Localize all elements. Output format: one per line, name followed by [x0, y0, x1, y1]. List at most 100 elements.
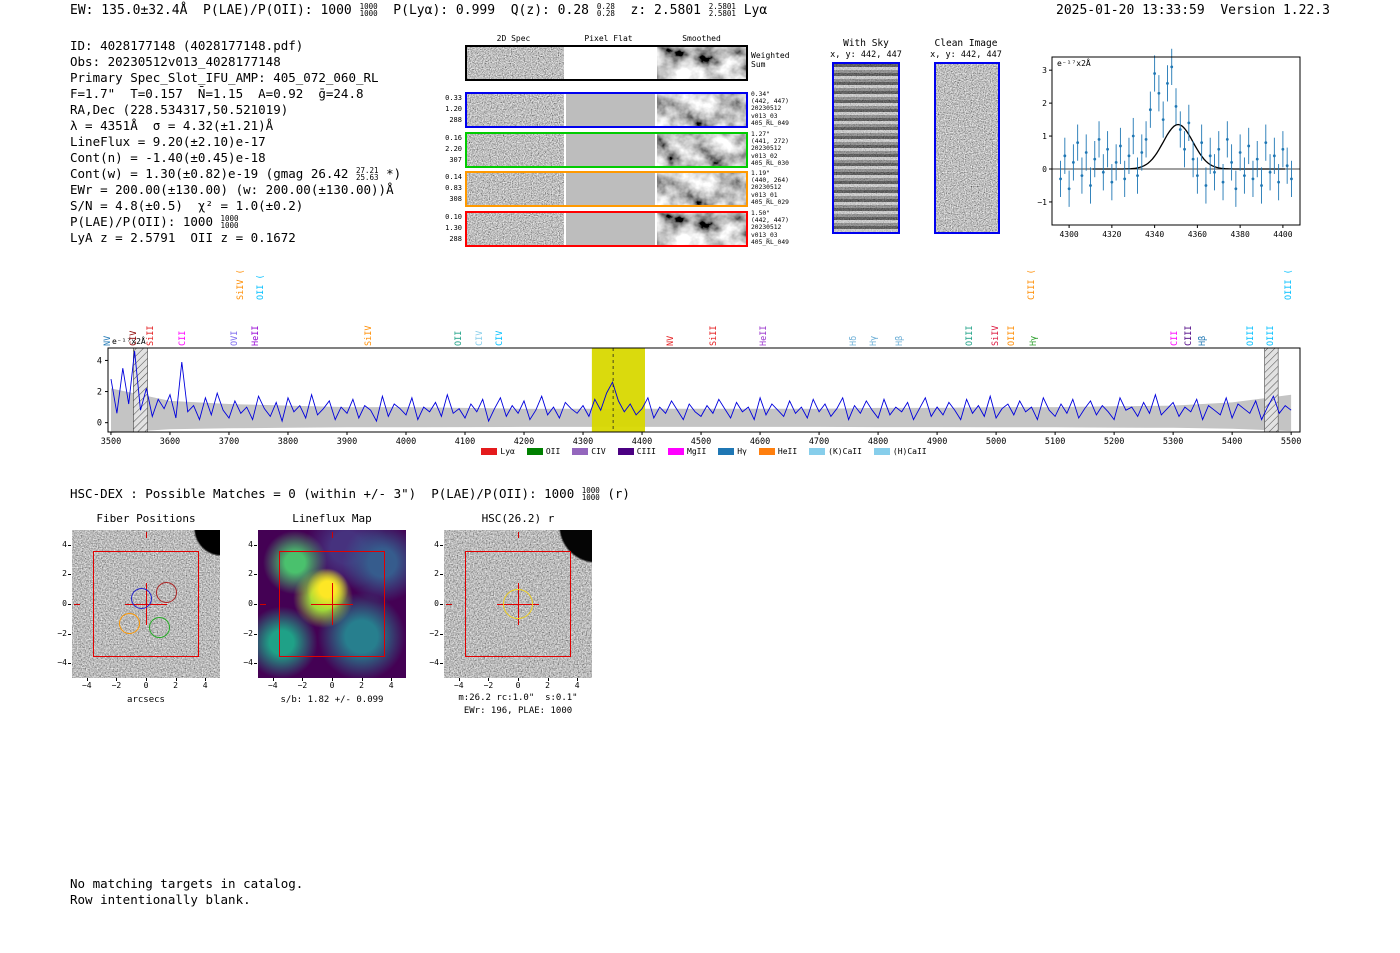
info-line-5: λ = 4351Å σ = 4.32(±1.21)Å — [70, 118, 274, 133]
x-tick-label: 0 — [329, 681, 335, 690]
pixel-flat-cell — [566, 94, 655, 126]
smoothed-cell — [657, 134, 746, 166]
emission-line-label: Hγ — [869, 335, 880, 346]
fiber-xaxis-label: arcsecs — [127, 695, 165, 705]
x-tick — [175, 678, 177, 681]
pixel-flat-cell — [566, 173, 655, 205]
legend-swatch — [526, 448, 543, 455]
x-tick-label: −2 — [111, 681, 122, 690]
smoothed-cell — [657, 213, 746, 245]
emission-line-label: SiIV — [363, 325, 374, 346]
info-line-11: P(LAE)/P(OII): 1000 1000 1000 — [70, 213, 239, 230]
2d-row-4 — [465, 211, 748, 247]
info-line-4: RA,Dec (228.534317,50.521019) — [70, 102, 289, 117]
2d-row-right-labels: 1.50" (442, 447) 20230512 v013_03 405_RL_049 — [751, 210, 789, 246]
x-tick — [272, 678, 274, 681]
legend-swatch — [758, 448, 775, 455]
2d-row-left-labels: 0.10 1.30 288 — [445, 213, 462, 243]
col-title-smoothed: Smoothed — [682, 34, 721, 43]
2d-row-right-labels: 0.34" (442, 447) 20230512 v013_03 405_RL_049 — [751, 91, 789, 127]
line-search-band — [591, 348, 645, 432]
info-line-7: Cont(n) = -1.40(±0.45)e-18 — [70, 150, 266, 165]
hsc-aperture-circle — [503, 589, 533, 619]
legend-item: HeII — [758, 447, 797, 456]
2d-row-left-labels: 0.14 0.83 308 — [445, 173, 462, 203]
y-tick — [440, 544, 443, 546]
legend-item: OII — [526, 447, 560, 456]
svg-text:3800: 3800 — [278, 437, 298, 447]
svg-text:−1: −1 — [1037, 198, 1047, 207]
emission-line-label: SiIV — [990, 325, 1001, 346]
header-timestamp-version: 2025-01-20 13:33:59 Version 1.22.3 — [1056, 3, 1330, 18]
hsc-caption-1: m:26.2 rc:1.0" s:0.1" — [458, 693, 578, 703]
spectrum-line — [110, 351, 1292, 423]
info-line-1: Obs: 20230512v013_4028177148 — [70, 54, 281, 69]
with-sky-coords: x, y: 442, 447 — [830, 50, 902, 60]
x-tick — [86, 678, 88, 681]
with-sky-title: With Sky — [843, 38, 889, 49]
header-summary: EW: 135.0±32.4Å P(LAE)/P(OII): 1000 1000… — [70, 1, 768, 18]
y-tick — [440, 574, 443, 576]
y-tick — [440, 663, 443, 665]
2d-spec-cell — [467, 173, 564, 205]
x-tick-label: 0 — [515, 681, 521, 690]
fiber-circle — [156, 581, 178, 603]
emission-line-label: OIII — [965, 325, 976, 346]
svg-text:4200: 4200 — [514, 437, 534, 447]
aperture-box — [465, 551, 571, 657]
clean-image-title: Clean Image — [934, 38, 998, 49]
info-line-12: LyA z = 2.5791 OII z = 0.1672 — [70, 230, 296, 245]
smoothed-cell — [657, 47, 746, 79]
2d-row-left-labels: 0.16 2.20 307 — [445, 134, 462, 164]
emission-line-label: SiII — [709, 325, 720, 346]
emission-line-label: OIII — [1266, 325, 1277, 346]
legend-swatch — [572, 448, 589, 455]
y-tick-label: −4 — [243, 658, 253, 668]
svg-text:5400: 5400 — [1222, 437, 1242, 447]
x-tick-label: 4 — [388, 681, 394, 690]
col-title-2d-spec: 2D Spec — [496, 34, 531, 43]
clean-image — [934, 62, 1000, 234]
detection-info-panel: ID: 4028177148 (4028177148.pdf) Obs: 2023… — [70, 38, 401, 246]
y-tick-label: −4 — [57, 658, 67, 668]
line-fit-plot: 4300 4320 4340 4360 4380 4400 −1 0 1 2 3 — [1037, 48, 1301, 239]
svg-text:4380: 4380 — [1231, 230, 1250, 239]
emission-line-label: OIII ( — [1284, 269, 1295, 300]
emission-line-label: Hβ — [894, 335, 905, 346]
x-tick-label: 4 — [574, 681, 580, 690]
2d-spec-cell — [467, 213, 564, 245]
legend-item: MgII — [668, 447, 706, 456]
svg-text:4800: 4800 — [868, 437, 888, 447]
emission-line-label: HeII — [250, 325, 261, 346]
svg-text:5200: 5200 — [1104, 437, 1124, 447]
emission-line-label: OIII — [1006, 325, 1017, 346]
info-line-9: EWr = 200.00(±130.00) (w: 200.00(±130.00… — [70, 182, 394, 197]
info-line-2: Primary Spec_Slot_IFU_AMP: 405_072_060_R… — [70, 70, 379, 85]
y-tick-label: −2 — [429, 628, 439, 638]
y-tick — [254, 633, 257, 635]
lineflux-map-image — [258, 530, 406, 678]
svg-text:4700: 4700 — [809, 437, 829, 447]
svg-text:3900: 3900 — [337, 437, 357, 447]
pixel-flat-cell — [566, 134, 655, 166]
x-tick-label: −4 — [453, 681, 464, 690]
y-tick-label: 0 — [62, 599, 67, 608]
hsc-cutout-image — [444, 530, 592, 678]
fiber-circle — [148, 617, 170, 639]
y-tick — [440, 633, 443, 635]
info-line-0: ID: 4028177148 (4028177148.pdf) — [70, 38, 304, 53]
2d-row-3 — [465, 171, 748, 207]
spectrum-units-label: e⁻¹⁷x2Å — [112, 337, 146, 346]
hsc-match-summary: HSC-DEX : Possible Matches = 0 (within +… — [70, 485, 630, 502]
2d-row-right-labels: 1.19" (440, 264) 20230512 v013_01 405_RL_029 — [751, 170, 789, 206]
y-tick — [254, 663, 257, 665]
col-title-pixel-flat: Pixel Flat — [584, 34, 633, 43]
svg-text:4900: 4900 — [927, 437, 947, 447]
emission-line-label: OII ( — [255, 274, 266, 300]
x-tick — [332, 678, 333, 681]
y-tick — [440, 604, 443, 605]
2d-row-weighted — [465, 45, 748, 81]
legend-item: Hγ — [718, 447, 747, 456]
2d-row-left-labels: 0.33 1.20 288 — [445, 94, 462, 124]
x-tick — [488, 678, 490, 681]
